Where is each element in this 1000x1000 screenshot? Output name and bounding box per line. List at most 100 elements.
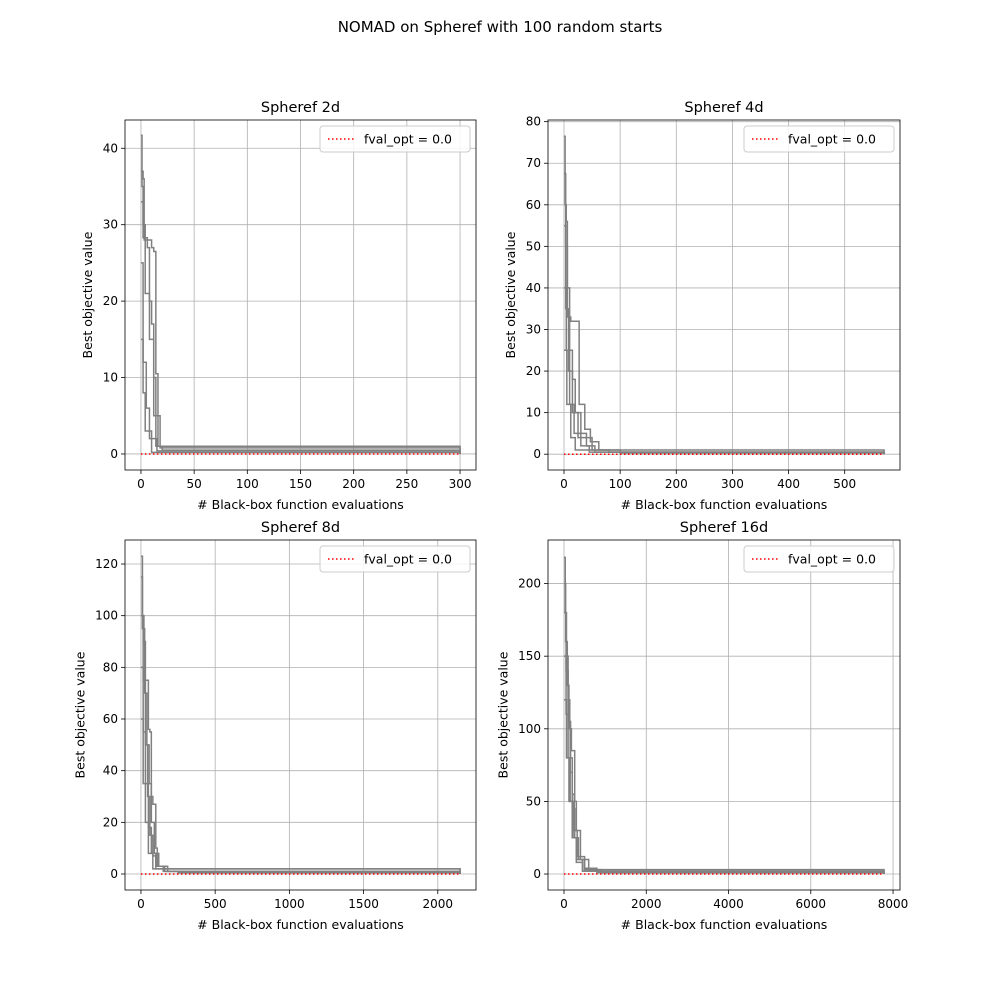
p2-ytick-label-0: 0 <box>110 867 118 881</box>
p2-ytick-label-1: 20 <box>103 815 118 829</box>
p3-ytick-label-3: 150 <box>518 649 541 663</box>
p1-title: Spheref 4d <box>684 100 763 116</box>
p0-xlabel: # Black-box function evaluations <box>197 497 404 512</box>
p2-series-1 <box>140 576 461 874</box>
p1-plot-area <box>564 135 885 455</box>
p1-ytick-label-2: 20 <box>526 364 541 378</box>
p3-title: Spheref 16d <box>680 520 768 536</box>
p0-xtick-label-1: 50 <box>186 477 201 491</box>
p1-legend-label: fval_opt = 0.0 <box>788 132 876 147</box>
p2-title: Spheref 8d <box>261 520 340 536</box>
p2-plot-area <box>140 555 461 875</box>
p2-ytick-label-6: 120 <box>95 557 118 571</box>
p0-plot-area <box>140 134 461 455</box>
p1-ytick-label-0: 0 <box>533 447 541 461</box>
p1-ytick-label-7: 70 <box>526 156 541 170</box>
p0-xtick-label-0: 0 <box>137 477 145 491</box>
p1-series-2 <box>564 224 885 455</box>
p1-ytick-label-8: 80 <box>526 115 541 129</box>
p2-ytick-label-5: 100 <box>95 609 118 623</box>
p3-xtick-label-3: 6000 <box>796 897 827 911</box>
p1-xtick-label-3: 300 <box>721 477 744 491</box>
p1-ylabel: Best objective value <box>503 231 518 358</box>
p2-xtick-label-4: 2000 <box>423 897 454 911</box>
p1-ytick-label-1: 10 <box>526 406 541 420</box>
p3-series-4 <box>564 699 885 875</box>
p0-legend-box <box>319 125 471 153</box>
p2-legend: fval_opt = 0.0 <box>319 545 471 573</box>
p3-plot-area <box>564 556 885 875</box>
p3-ytick-label-0: 0 <box>533 867 541 881</box>
p1-ytick-label-5: 50 <box>526 239 541 253</box>
p1-xtick-label-0: 0 <box>560 477 568 491</box>
p1-xtick-label-2: 200 <box>665 477 688 491</box>
subplot-spheref-2d: 0 50 100 150 200 250 300 0 10 20 30 40 Spheref 2d # B… <box>80 100 477 512</box>
p1-series-0 <box>564 135 885 455</box>
p1-legend-box <box>743 125 895 153</box>
p2-legend-label: fval_opt = 0.0 <box>364 552 452 567</box>
p2-series-2 <box>140 614 461 874</box>
p1-xtick-label-4: 400 <box>777 477 800 491</box>
p0-title: Spheref 2d <box>261 100 340 116</box>
p0-xtick-label-3: 150 <box>289 477 312 491</box>
p2-ylabel: Best objective value <box>73 651 88 778</box>
subplot-spheref-8d: 0 500 1000 1500 2000 0 20 40 60 80 100 120 Spheref 8… <box>73 520 477 932</box>
figure-suptitle: NOMAD on Spheref with 100 random starts <box>338 18 663 36</box>
p0-series-1 <box>140 170 461 454</box>
p3-legend-label: fval_opt = 0.0 <box>788 552 876 567</box>
p3-legend-box <box>743 545 895 573</box>
p3-ylabel: Best objective value <box>496 651 511 778</box>
p3-legend: fval_opt = 0.0 <box>743 545 895 573</box>
p0-ytick-label-1: 10 <box>103 371 118 385</box>
p2-xtick-label-2: 1000 <box>274 897 305 911</box>
p1-series-4 <box>564 349 885 455</box>
p1-xtick-label-1: 100 <box>609 477 632 491</box>
p2-ytick-label-4: 80 <box>103 660 118 674</box>
p3-series-2 <box>564 611 885 875</box>
p2-xtick-label-3: 1500 <box>348 897 379 911</box>
p3-ytick-label-4: 200 <box>518 577 541 591</box>
p3-ytick-label-2: 100 <box>518 722 541 736</box>
p3-series-3 <box>564 655 885 875</box>
p0-series-3 <box>140 262 461 454</box>
p1-series-1 <box>564 172 885 455</box>
p0-xtick-label-5: 250 <box>395 477 418 491</box>
subplot-spheref-4d: 0 100 200 300 400 500 0 10 20 30 40 50 60 70 80 Spheref… <box>503 100 901 512</box>
p0-xtick-label-6: 300 <box>449 477 472 491</box>
p0-ytick-label-2: 20 <box>103 294 118 308</box>
p3-xtick-label-0: 0 <box>560 897 568 911</box>
p2-axes-frame <box>124 539 477 891</box>
p1-ytick-label-4: 40 <box>526 281 541 295</box>
p2-series-0 <box>140 555 461 874</box>
p1-legend: fval_opt = 0.0 <box>743 125 895 153</box>
p2-ytick-label-3: 60 <box>103 712 118 726</box>
p0-ytick-label-3: 30 <box>103 218 118 232</box>
p2-xtick-label-1: 500 <box>204 897 227 911</box>
p0-xtick-label-2: 100 <box>236 477 259 491</box>
p1-xlabel: # Black-box function evaluations <box>621 497 828 512</box>
p3-xtick-label-4: 8000 <box>878 897 909 911</box>
p0-legend-label: fval_opt = 0.0 <box>364 132 452 147</box>
p3-xlabel: # Black-box function evaluations <box>621 917 828 932</box>
p2-xtick-label-0: 0 <box>137 897 145 911</box>
p1-xtick-label-5: 500 <box>833 477 856 491</box>
p3-xtick-label-1: 2000 <box>631 897 662 911</box>
p2-legend-box <box>319 545 471 573</box>
p3-xtick-label-2: 4000 <box>713 897 744 911</box>
p0-ytick-label-0: 0 <box>110 447 118 461</box>
p3-series-0 <box>564 556 885 875</box>
p1-ytick-label-3: 30 <box>526 323 541 337</box>
p1-axes-frame <box>547 119 901 471</box>
p2-xlabel: # Black-box function evaluations <box>197 917 404 932</box>
p0-series-2 <box>140 201 461 454</box>
subplot-spheref-16d: 0 2000 4000 6000 8000 0 50 100 150 200 Spheref 16d… <box>496 520 909 932</box>
p0-xtick-label-4: 200 <box>342 477 365 491</box>
p3-axes-frame <box>547 539 901 891</box>
p2-series-4 <box>140 718 461 874</box>
p2-ytick-label-2: 40 <box>103 764 118 778</box>
p0-ytick-label-4: 40 <box>103 141 118 155</box>
p0-series-4 <box>140 338 461 454</box>
p3-ytick-label-1: 50 <box>526 794 541 808</box>
p1-ytick-label-6: 60 <box>526 198 541 212</box>
